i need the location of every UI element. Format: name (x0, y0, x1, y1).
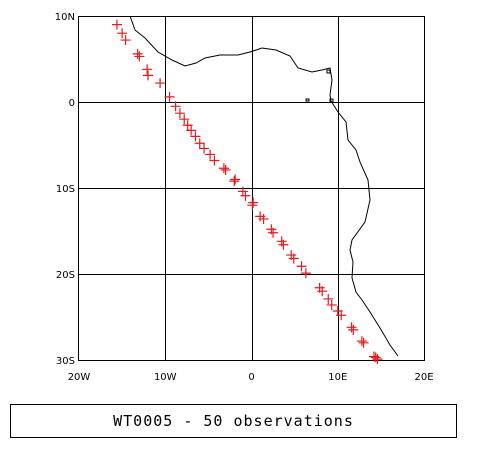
observation-marker (247, 200, 258, 211)
observation-marker (174, 108, 185, 119)
observation-marker (111, 19, 122, 30)
coastline-islet (329, 98, 334, 103)
observation-marker (258, 213, 269, 224)
observation-marker (317, 286, 328, 297)
latitude-tick-label: 30S (56, 356, 75, 367)
observation-markers (111, 19, 383, 365)
caption: WT0005 - 50 observations (113, 412, 354, 430)
observation-marker (199, 143, 210, 154)
observation-marker (218, 163, 229, 174)
longitude-tick-label: 0 (248, 372, 254, 383)
observation-marker (117, 28, 128, 39)
observation-marker (230, 174, 241, 185)
latitude-tick-labels: 10N 0 10S 20S 30S (55, 12, 75, 367)
observation-marker (164, 91, 175, 102)
observation-marker (155, 78, 166, 89)
observation-marker (296, 261, 307, 272)
observation-marker (237, 186, 248, 197)
observation-marker (170, 101, 181, 112)
latitude-tick-label: 10S (56, 184, 75, 195)
map-grid (79, 16, 424, 360)
latitude-tick-label: 20S (56, 270, 75, 281)
observation-marker (248, 197, 259, 208)
observation-marker (356, 336, 367, 347)
observation-marker (278, 239, 289, 250)
observation-marker (182, 120, 193, 131)
observation-marker (120, 35, 131, 46)
observation-marker (288, 253, 299, 264)
map-frame (78, 16, 425, 361)
observation-marker (358, 337, 369, 348)
observation-marker (220, 164, 231, 175)
observation-marker (229, 176, 240, 187)
observation-marker (336, 310, 347, 321)
observation-marker (300, 268, 311, 279)
longitude-tick-label: 10E (328, 372, 347, 383)
observation-marker (209, 155, 220, 166)
observation-marker (346, 322, 357, 333)
longitude-tick-label: 20E (414, 372, 433, 383)
latitude-tick-label: 10N (55, 12, 75, 23)
observation-marker (186, 125, 197, 136)
observation-marker (134, 51, 145, 62)
observation-marker (368, 351, 379, 362)
longitude-tick-labels: 20W 10W 0 10E 20E (68, 372, 434, 383)
longitude-tick-label: 20W (68, 372, 91, 383)
observation-marker (370, 352, 381, 363)
observation-marker (190, 131, 201, 142)
observation-marker (240, 190, 251, 201)
caption-box: WT0005 - 50 observations (10, 404, 457, 438)
observation-marker (142, 64, 153, 75)
observation-marker (326, 299, 337, 310)
observation-marker (143, 70, 153, 81)
coastline (129, 15, 399, 357)
coastline-islet (326, 69, 331, 74)
coastline-islet (305, 98, 310, 102)
observation-marker (348, 324, 359, 335)
observation-marker (194, 138, 205, 149)
observation-marker (323, 293, 334, 304)
observation-marker (205, 149, 216, 160)
observation-marker (179, 114, 190, 125)
latitude-tick-label: 0 (69, 98, 75, 109)
observation-marker (132, 48, 143, 59)
longitude-tick-label: 10W (154, 372, 177, 383)
observation-marker (268, 227, 279, 238)
